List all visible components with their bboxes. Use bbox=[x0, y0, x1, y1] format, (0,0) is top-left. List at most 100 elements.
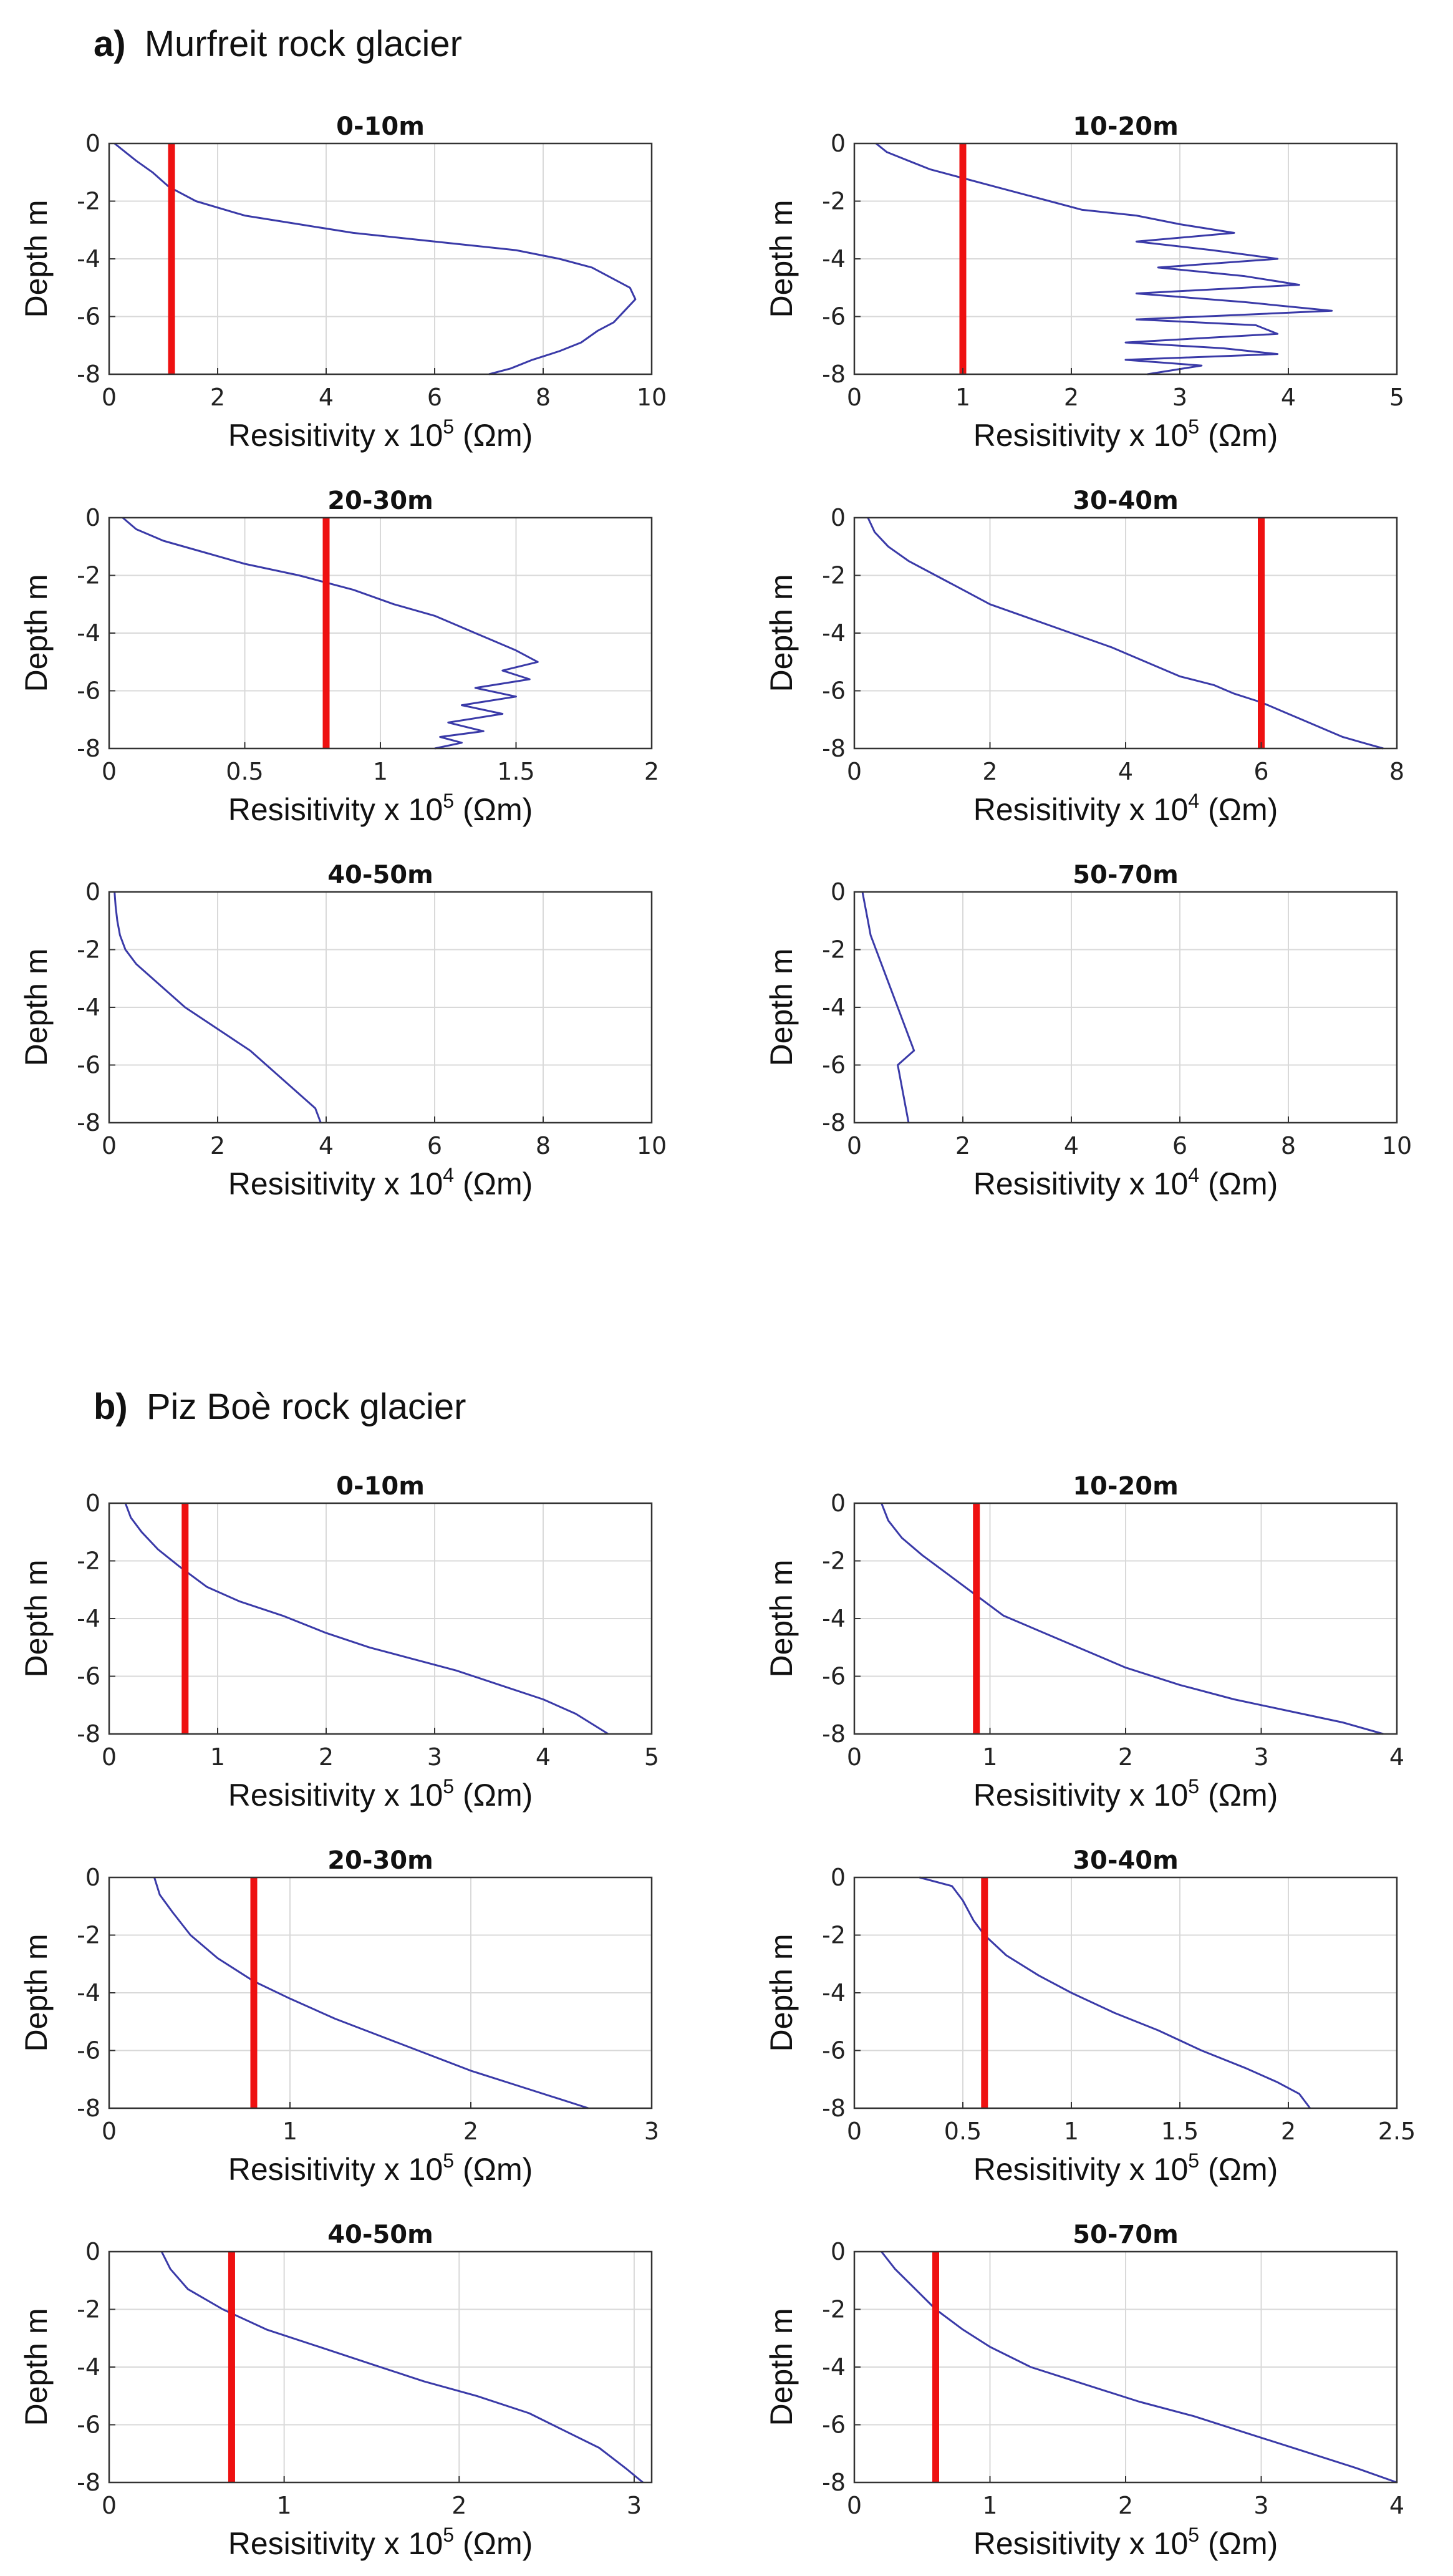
y-axis-label: Depth m bbox=[19, 1934, 54, 2052]
y-axis-label: Depth m bbox=[764, 200, 799, 318]
y-axis-label: Depth m bbox=[764, 574, 799, 692]
y-tick-label: -6 bbox=[77, 2411, 100, 2439]
y-tick-label: -6 bbox=[77, 1052, 100, 1079]
x-axis-label-exponent: 5 bbox=[1188, 2524, 1199, 2546]
y-tick-label: -6 bbox=[77, 1663, 100, 1690]
y-tick-label: -4 bbox=[77, 1605, 100, 1632]
x-tick-label: 3 bbox=[1172, 384, 1187, 411]
x-axis-label: Resisitivity x 105 (Ωm) bbox=[228, 2524, 533, 2561]
y-tick-label: -2 bbox=[77, 1547, 100, 1575]
svg-text:b) Piz Boè rock glacier: b) Piz Boè rock glacier bbox=[94, 1387, 466, 1427]
x-axis-label-prefix: Resisitivity x 10 bbox=[228, 2152, 443, 2187]
y-tick-label: -4 bbox=[77, 245, 100, 273]
x-axis-label-prefix: Resisitivity x 10 bbox=[973, 2526, 1189, 2561]
x-axis-label-exponent: 5 bbox=[443, 790, 454, 812]
y-tick-label: 0 bbox=[85, 1864, 100, 1891]
x-tick-label: 6 bbox=[1172, 1132, 1187, 1160]
y-tick-label: -2 bbox=[77, 936, 100, 964]
x-tick-label: 1 bbox=[955, 384, 970, 411]
y-tick-label: 0 bbox=[831, 2238, 846, 2265]
y-axis-label: Depth m bbox=[764, 1560, 799, 1678]
y-tick-label: -8 bbox=[77, 1109, 100, 1136]
x-axis-label-prefix: Resisitivity x 10 bbox=[973, 418, 1189, 453]
y-tick-label: 0 bbox=[831, 1864, 846, 1891]
x-tick-label: 1 bbox=[210, 1743, 225, 1771]
x-axis-label: Resisitivity x 105 (Ωm) bbox=[973, 415, 1278, 453]
y-tick-label: -2 bbox=[77, 188, 100, 215]
x-axis-label: Resisitivity x 104 (Ωm) bbox=[973, 790, 1278, 827]
y-tick-label: -4 bbox=[822, 619, 846, 647]
x-tick-label: 4 bbox=[1389, 1743, 1404, 1771]
chart-panel-a-20-30m: 0 0.5 1 1.5 2 0 -2 -4 -6 -8 20-30m Depth m Resisitiv… bbox=[19, 487, 659, 827]
y-tick-label: -8 bbox=[77, 1720, 100, 1748]
resistivity-profile-line bbox=[153, 1877, 589, 2109]
y-tick-label: -8 bbox=[822, 735, 846, 762]
x-axis-label: Resisitivity x 105 (Ωm) bbox=[228, 1775, 533, 1813]
x-axis-label: Resisitivity x 105 (Ωm) bbox=[973, 2149, 1278, 2187]
y-tick-label: -8 bbox=[822, 1720, 846, 1748]
chart-panel-b-10-20m: 0 1 2 3 4 0 -2 -4 -6 -8 10-20m Depth m Resisitivity … bbox=[764, 1472, 1404, 1813]
x-tick-label: 3 bbox=[1253, 1743, 1268, 1771]
x-axis-label-prefix: Resisitivity x 10 bbox=[973, 1778, 1189, 1813]
x-tick-label: 0 bbox=[847, 1132, 862, 1160]
x-tick-label: 4 bbox=[319, 384, 334, 411]
x-tick-label: 1 bbox=[282, 2118, 297, 2145]
x-tick-label: 2 bbox=[210, 384, 225, 411]
y-tick-label: -8 bbox=[77, 2469, 100, 2496]
x-axis-label-prefix: Resisitivity x 10 bbox=[973, 1166, 1189, 1201]
x-tick-label: 10 bbox=[1382, 1132, 1412, 1160]
x-tick-label: 0 bbox=[847, 384, 862, 411]
y-axis-label: Depth m bbox=[19, 949, 54, 1067]
x-axis-label-prefix: Resisitivity x 10 bbox=[228, 418, 443, 453]
y-tick-label: -8 bbox=[822, 2469, 846, 2496]
x-tick-label: 10 bbox=[637, 384, 667, 411]
chart-panel-b-20-30m: 0 1 2 3 0 -2 -4 -6 -8 20-30m Depth m Resisitivity x… bbox=[19, 1846, 659, 2187]
svg-text:a) Murfreit rock glacier: a) Murfreit rock glacier bbox=[94, 24, 462, 64]
y-tick-label: -6 bbox=[822, 303, 846, 331]
y-tick-label: -2 bbox=[77, 1922, 100, 1949]
panel-title: 20-30m bbox=[327, 1846, 433, 1875]
y-tick-label: -6 bbox=[822, 677, 846, 705]
chart-panel-b-0-10m: 0 1 2 3 4 5 0 -2 -4 -6 -8 0-10m Depth m Resisitivity … bbox=[19, 1472, 659, 1813]
panel-title: 0-10m bbox=[336, 112, 425, 141]
y-tick-label: 0 bbox=[831, 878, 846, 906]
y-tick-label: -4 bbox=[822, 994, 846, 1021]
x-axis-label: Resisitivity x 105 (Ωm) bbox=[228, 415, 533, 453]
x-tick-label: 2 bbox=[463, 2118, 478, 2145]
x-tick-label: 2 bbox=[1118, 2492, 1133, 2519]
panel-title: 50-70m bbox=[1073, 2220, 1179, 2249]
y-tick-label: -2 bbox=[822, 2296, 846, 2323]
y-axis-label: Depth m bbox=[764, 1934, 799, 2052]
resistivity-profile-line bbox=[919, 1876, 1311, 2109]
panel-title: 50-70m bbox=[1073, 861, 1179, 889]
x-tick-label: 0 bbox=[102, 2118, 117, 2145]
y-tick-label: 0 bbox=[85, 504, 100, 531]
y-axis-label: Depth m bbox=[19, 200, 54, 318]
y-tick-label: -2 bbox=[822, 1547, 846, 1575]
y-tick-label: -6 bbox=[77, 677, 100, 705]
x-axis-label-exponent: 5 bbox=[1188, 415, 1199, 438]
x-axis-label-unit: (Ωm) bbox=[454, 2152, 533, 2187]
x-tick-label: 6 bbox=[1253, 758, 1268, 785]
x-tick-label: 5 bbox=[1389, 384, 1404, 411]
x-tick-label: 1 bbox=[982, 1743, 997, 1771]
x-tick-label: 2 bbox=[1064, 384, 1079, 411]
x-tick-label: 4 bbox=[319, 1132, 334, 1160]
y-axis-label: Depth m bbox=[19, 574, 54, 692]
x-tick-label: 3 bbox=[427, 1743, 442, 1771]
y-axis-label: Depth m bbox=[19, 1560, 54, 1678]
panel-title: 40-50m bbox=[327, 861, 433, 889]
x-tick-label: 0 bbox=[102, 384, 117, 411]
x-axis-label-exponent: 5 bbox=[443, 415, 454, 438]
x-axis-label-exponent: 4 bbox=[443, 1164, 454, 1186]
x-tick-label: 4 bbox=[1118, 758, 1133, 785]
x-axis-label-prefix: Resisitivity x 10 bbox=[973, 2152, 1189, 2187]
x-tick-label: 0 bbox=[847, 2118, 862, 2145]
x-axis-label-unit: (Ωm) bbox=[454, 1166, 533, 1201]
y-tick-label: -2 bbox=[77, 2296, 100, 2323]
y-tick-label: -6 bbox=[822, 1052, 846, 1079]
